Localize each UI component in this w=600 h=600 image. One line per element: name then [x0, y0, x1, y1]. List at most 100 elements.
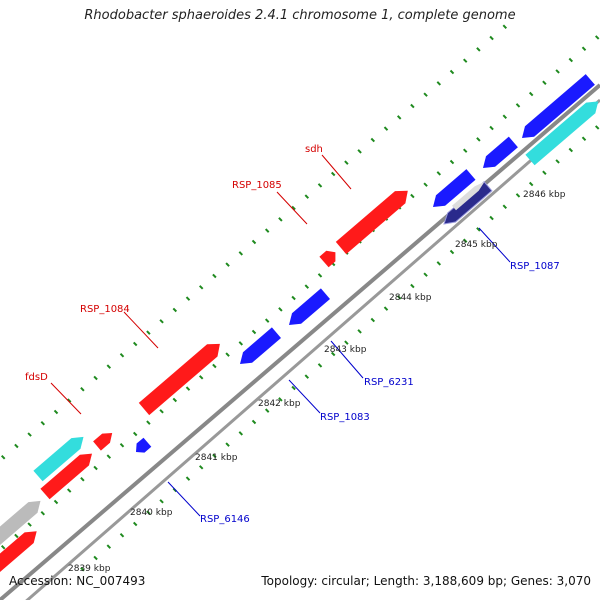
leader-fdsD [50, 382, 82, 415]
upper-dot-tick [185, 386, 191, 391]
upper-dot-tick [238, 341, 244, 346]
tick-label-2839: 2839 kbp [68, 564, 111, 574]
gene-arrow-RSP_1087 [443, 180, 493, 225]
upper-dot-tick [146, 420, 151, 425]
kbp-tick-labels: 2839 kbp 2840 kbp 2841 kbp 2842 kbp 2843… [68, 190, 566, 574]
lower-dot-tick [370, 317, 376, 323]
gene-label-RSP_6146: RSP_6146 [200, 514, 250, 525]
cyan-feature-left [33, 436, 84, 482]
upper-dot-tick [53, 499, 59, 505]
upper-dot-tick [476, 137, 481, 142]
cyan-feature-right [525, 101, 599, 166]
gene-arrow-RSP_6146 [136, 437, 152, 453]
gray-feature [0, 500, 41, 545]
map-title: Rhodobacter sphaeroides 2.4.1 chromosome… [84, 8, 516, 23]
gene-arrow-reverse [433, 169, 476, 207]
upper-dot-tick [159, 409, 164, 414]
upper-dot-tick [436, 171, 442, 176]
accession-text: Accession: NC_007493 [9, 574, 146, 588]
upper-dot-tick [304, 284, 310, 289]
outer-dot-tick [14, 443, 19, 449]
outer-dot-tick [291, 205, 296, 211]
gene-features [0, 74, 599, 572]
upper-dot-tick [119, 443, 125, 448]
gene-arrow-sdh [335, 190, 408, 255]
label-leaders [50, 154, 511, 517]
upper-dot-tick [27, 522, 32, 527]
outer-dot-tick [396, 115, 402, 120]
outer-dot-tick [0, 455, 6, 460]
lower-dot-tick [330, 351, 336, 357]
outer-dot-tick [330, 171, 336, 177]
lower-dot-tick [106, 544, 112, 549]
gene-arrow-RSP_1084 [138, 343, 220, 416]
upper-dot-tick [198, 375, 204, 380]
outer-dot-tick [251, 239, 257, 245]
lower-dot-tick [93, 555, 98, 561]
outer-dot-tick [357, 149, 362, 154]
lower-dot-tick [555, 159, 560, 164]
lower-dot-tick [383, 306, 389, 311]
upper-dot-tick [212, 363, 217, 369]
gene-arrow-RSP_1083 [240, 327, 281, 364]
gene-arrow-reverse [483, 136, 518, 168]
outer-dot-tick [383, 126, 389, 131]
leader-RSP_1084 [123, 311, 159, 349]
gene-arrow-fdsD [93, 433, 113, 451]
lower-dot-tick [528, 181, 534, 187]
lower-dot-tick [357, 329, 362, 334]
lower-dot-tick [594, 125, 600, 130]
gene-labels: fdsD RSP_1084 RSP_1085 sdh RSP_6146 RSP_… [25, 144, 560, 525]
upper-dot-tick [528, 91, 534, 97]
outer-dot-tick [449, 69, 455, 75]
lower-dot-tick [476, 227, 481, 232]
lower-dot-tick [132, 521, 138, 527]
leader-RSP_6146 [167, 481, 201, 517]
tick-label-2842: 2842 kbp [258, 399, 301, 409]
upper-dot-tick [555, 69, 560, 74]
upper-dot-tick [80, 477, 85, 482]
outer-dot-tick [344, 160, 349, 165]
outer-dot-tick [502, 24, 508, 29]
upper-dot-tick [410, 193, 415, 199]
outer-dot-tick [119, 353, 125, 358]
lower-dot-tick [212, 453, 217, 459]
upper-dot-tick [251, 329, 257, 335]
outer-dot-tick [238, 251, 244, 256]
gene-label-RSP_1083: RSP_1083 [320, 412, 370, 423]
lower-dot-tick [423, 272, 428, 277]
tick-label-2843: 2843 kbp [324, 345, 367, 355]
outer-dot-tick [225, 262, 230, 267]
upper-dot-tick [0, 545, 6, 550]
upper-dot-tick [317, 273, 323, 278]
outer-dot-tick [185, 296, 191, 301]
outer-dot-tick [80, 387, 85, 392]
lower-dot-tick [502, 204, 508, 209]
upper-dot-tick [93, 465, 98, 471]
tick-label-2840: 2840 kbp [130, 508, 173, 518]
upper-dot-tick [489, 125, 494, 131]
upper-dot-tick [132, 431, 138, 437]
upper-dot-tick [66, 488, 72, 493]
outer-dot-tick [423, 92, 428, 97]
outer-dot-tick [172, 307, 178, 313]
tick-label-2844: 2844 kbp [389, 293, 432, 303]
upper-dot-tick [568, 57, 574, 63]
upper-dot-tick [14, 533, 19, 539]
outer-dot-tick [264, 228, 270, 233]
lower-dot-tick [462, 238, 468, 243]
lower-dot-tick [264, 408, 270, 413]
gene-label-RSP_1087: RSP_1087 [510, 261, 560, 272]
outer-dot-tick [66, 398, 72, 403]
lower-dot-tick [304, 374, 310, 379]
lower-dot-tick [185, 476, 191, 481]
outer-dot-tick [132, 341, 138, 347]
outer-dot-tick [370, 137, 376, 143]
lower-dot-tick [581, 136, 587, 141]
lower-dot-tick [291, 385, 296, 391]
gene-label-RSP_1085: RSP_1085 [232, 180, 282, 191]
upper-dot-tick [40, 511, 46, 516]
gene-arrow-RSP_6231 [289, 288, 330, 325]
lower-dot-tick [251, 419, 257, 425]
